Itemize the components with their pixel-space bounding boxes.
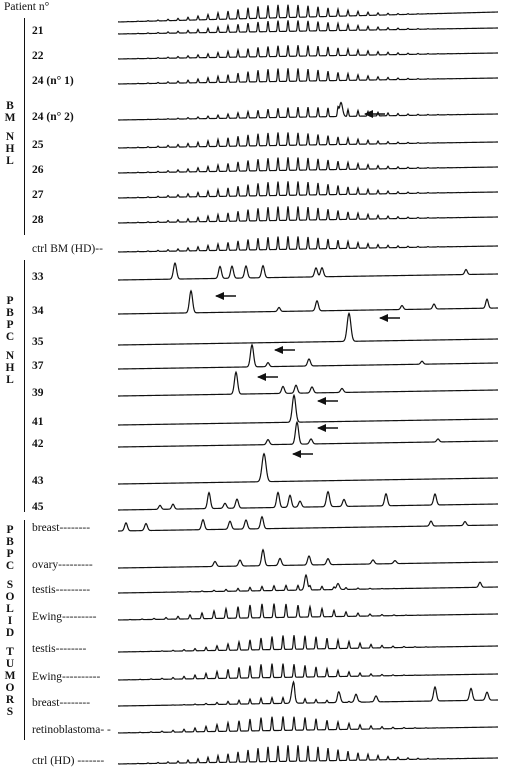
arrow-icon <box>379 314 400 322</box>
trace-label-ovary: ovary--------- <box>32 559 93 571</box>
trace-22 <box>117 45 499 60</box>
group-bracket <box>24 18 33 235</box>
trace-label-33: 33 <box>32 271 44 283</box>
trace-ovary <box>117 548 499 569</box>
trace-24n2 <box>118 101 499 121</box>
trace-label-25: 25 <box>32 139 44 151</box>
trace-35 <box>117 311 499 346</box>
trace-label-24n2: 24 (n° 2) <box>32 111 74 123</box>
trace-42 <box>117 420 499 448</box>
trace-45 <box>117 490 499 511</box>
trace-label-39: 39 <box>32 387 44 399</box>
trace-top-ladder <box>117 4 499 23</box>
trace-26 <box>117 157 499 174</box>
trace-label-retinoblastoma: retinoblastoma- - <box>32 724 111 736</box>
trace-label-breast-1: breast-------- <box>32 522 91 534</box>
trace-testis-1 <box>117 573 499 594</box>
trace-ctrl-hd <box>117 745 499 765</box>
trace-label-ctrl-bm: ctrl BM (HD)-- <box>32 243 103 255</box>
trace-41 <box>117 393 499 426</box>
trace-21 <box>117 20 499 35</box>
arrow-icon <box>364 110 385 118</box>
trace-label-35: 35 <box>32 336 44 348</box>
trace-ewing-1 <box>117 603 499 621</box>
trace-label-26: 26 <box>32 164 44 176</box>
arrow-icon <box>215 292 236 300</box>
trace-28 <box>117 206 499 224</box>
trace-label-28: 28 <box>32 214 44 226</box>
arrow-icon <box>317 397 338 405</box>
trace-ewing-2 <box>117 663 499 681</box>
group-bracket <box>24 520 33 740</box>
arrow-icon <box>317 424 338 432</box>
arrow-icon <box>292 450 313 458</box>
arrow-icon <box>257 373 278 381</box>
trace-label-27: 27 <box>32 189 44 201</box>
trace-retinoblastoma <box>117 716 499 734</box>
trace-label-testis-2: testis-------- <box>32 643 87 655</box>
trace-label-24n1: 24 (n° 1) <box>32 75 74 87</box>
trace-label-21: 21 <box>32 25 44 37</box>
trace-label-43: 43 <box>32 475 44 487</box>
trace-label-22: 22 <box>32 50 44 62</box>
trace-label-34: 34 <box>32 305 44 317</box>
trace-label-breast-2: breast-------- <box>32 697 91 709</box>
trace-39 <box>117 370 499 397</box>
trace-breast-1 <box>117 515 499 532</box>
trace-label-42: 42 <box>32 438 44 450</box>
trace-label-37: 37 <box>32 360 44 372</box>
trace-ctrl-bm <box>117 236 499 253</box>
trace-label-testis-1: testis--------- <box>32 584 91 596</box>
trace-label-ewing-2: Ewing---------- <box>32 671 101 683</box>
trace-label-45: 45 <box>32 501 44 513</box>
trace-27 <box>117 181 499 199</box>
trace-label-41: 41 <box>32 416 44 428</box>
header-label: Patient n° <box>4 1 50 13</box>
trace-25 <box>117 132 499 149</box>
trace-breast-2 <box>117 680 499 707</box>
trace-label-ctrl-hd: ctrl (HD) ------- <box>32 755 105 767</box>
trace-34 <box>117 289 499 315</box>
trace-43 <box>117 452 499 485</box>
group-bracket <box>24 260 33 512</box>
trace-24n1 <box>117 68 499 85</box>
trace-33 <box>117 261 499 281</box>
arrow-icon <box>274 346 295 354</box>
trace-testis-2 <box>118 635 499 653</box>
trace-label-ewing-1: Ewing--------- <box>32 611 97 623</box>
trace-37 <box>117 343 499 370</box>
